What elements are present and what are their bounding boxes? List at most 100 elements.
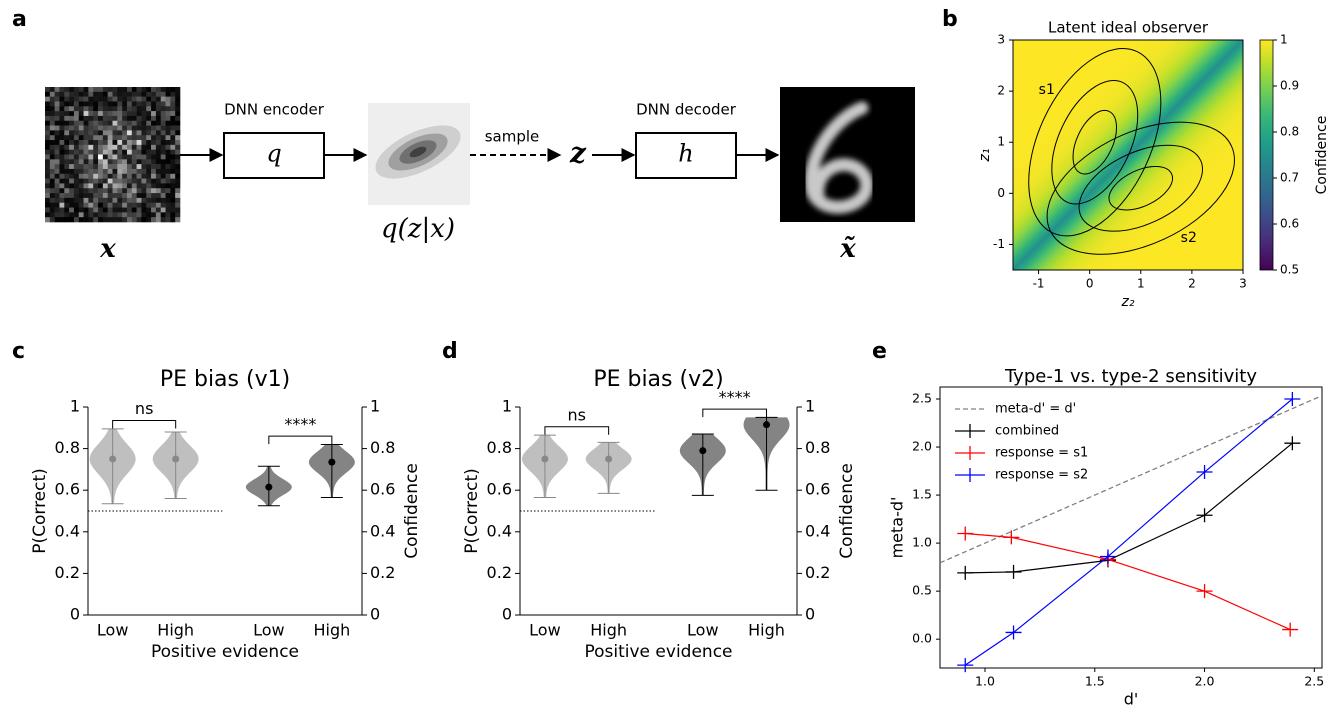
- output-label: x̃: [839, 234, 856, 264]
- y-tick-label: 0.4: [487, 521, 512, 540]
- decoder-label: DNN decoder: [636, 101, 737, 119]
- y2-tick-label: 1: [370, 397, 380, 416]
- y-tick-label: 1.0: [912, 535, 932, 550]
- y-tick-label: 0.6: [55, 480, 80, 499]
- x-tick-label: High: [590, 621, 627, 640]
- plot-area: [939, 392, 1323, 673]
- y-tick-label: 0.8: [487, 438, 512, 457]
- y2-tick-label: 0.4: [370, 521, 395, 540]
- posterior-label: q(z|x): [381, 214, 455, 244]
- x-axis-label: z₂: [1121, 294, 1135, 310]
- significance-bracket: [268, 435, 333, 445]
- marker: [1005, 625, 1022, 640]
- plot-frame: [939, 386, 1323, 669]
- y-tick-label: 0: [70, 605, 80, 624]
- colorbar-label: Confidence: [1314, 116, 1330, 195]
- significance-label: ns: [568, 405, 586, 424]
- mean-dot: [328, 458, 336, 466]
- decoder-symbol: h: [678, 140, 693, 168]
- y-axis-label: meta-d': [888, 497, 907, 559]
- panel-label: d: [442, 339, 458, 364]
- panel-label: c: [12, 339, 25, 364]
- chart-title: PE bias (v2): [593, 367, 723, 392]
- x-tick-label: 1: [1137, 277, 1145, 291]
- line: [965, 442, 1293, 574]
- x-tick-label: High: [748, 621, 785, 640]
- x-tick-label: 2.5: [1304, 674, 1324, 689]
- colorbar-tick-label: 0.5: [1280, 263, 1299, 277]
- contour: [1078, 144, 1203, 232]
- y-tick-label: 2.0: [912, 439, 932, 454]
- posterior-image: [368, 103, 470, 205]
- contour: [1051, 80, 1139, 205]
- significance-label: ****: [719, 388, 751, 407]
- legend-label: response = s2: [995, 468, 1088, 483]
- significance-label: ****: [284, 415, 316, 434]
- significance-label: ns: [135, 399, 153, 418]
- y2-axis-label: Confidence: [837, 463, 857, 559]
- x-tick-label: High: [313, 621, 350, 640]
- y-tick-label: 0.8: [55, 438, 80, 457]
- marker: [1284, 436, 1301, 451]
- x-axis-label: Positive evidence: [151, 642, 299, 662]
- mean-dot: [763, 421, 771, 429]
- plot-frame: [1012, 39, 1244, 271]
- mean-dot: [172, 455, 180, 463]
- significance-bracket: [544, 426, 610, 435]
- x-tick-label: Low: [253, 621, 285, 640]
- contour: [1028, 48, 1162, 237]
- x-tick-label: 0: [1086, 277, 1094, 291]
- y2-tick-label: 0: [805, 605, 815, 624]
- reconstruction-image: [780, 87, 915, 222]
- colorbar-tick-label: 1: [1280, 33, 1288, 47]
- x-axis-label: d': [1124, 690, 1139, 709]
- x-tick-label: 2: [1188, 277, 1196, 291]
- y2-tick-label: 1: [805, 397, 815, 416]
- decoder-box: [635, 132, 737, 179]
- marker: [957, 526, 974, 541]
- y2-axis-label: Confidence: [402, 463, 422, 559]
- y2-tick-label: 0.8: [370, 438, 395, 457]
- y-tick-label: 2: [997, 84, 1005, 98]
- marker: [1099, 549, 1116, 564]
- x-tick-label: -1: [1033, 277, 1045, 291]
- mean-dot: [699, 447, 707, 455]
- y-tick-label: 0.2: [55, 563, 80, 582]
- mean-dot: [265, 483, 273, 491]
- marker: [957, 565, 974, 580]
- encoder-label: DNN encoder: [224, 101, 325, 119]
- marker: [1003, 530, 1020, 545]
- mean-dot: [541, 455, 549, 463]
- encoder-symbol: q: [266, 140, 281, 168]
- y2-tick-label: 0.6: [370, 480, 395, 499]
- line: [939, 395, 1323, 564]
- y-tick-label: -1: [993, 237, 1005, 251]
- significance-bracket: [702, 408, 768, 418]
- chart-title: Type-1 vs. type-2 sensitivity: [1004, 366, 1257, 387]
- y2-tick-label: 0.8: [805, 438, 830, 457]
- marker: [1284, 392, 1301, 407]
- colorbar-tick-label: 0.6: [1280, 217, 1299, 231]
- colorbar: [1259, 39, 1274, 271]
- marker: [1196, 508, 1213, 523]
- y-tick-label: 1.5: [912, 487, 932, 502]
- contour-label: s1: [1039, 82, 1055, 98]
- y2-tick-label: 0: [370, 605, 380, 624]
- marker: [957, 658, 974, 673]
- latent-label: z: [569, 137, 587, 170]
- colorbar-tick-label: 0.7: [1280, 171, 1299, 185]
- panel-label: b: [942, 7, 958, 32]
- x-tick-label: Low: [529, 621, 561, 640]
- y-tick-label: 0.4: [55, 521, 80, 540]
- contour: [1046, 121, 1235, 255]
- x-tick-label: 2.0: [1195, 674, 1215, 689]
- noisy-input-image: [45, 87, 181, 223]
- contour: [1108, 165, 1174, 211]
- significance-bracket: [112, 420, 177, 429]
- marker: [1196, 465, 1213, 480]
- line: [964, 398, 1293, 666]
- x-tick-label: 1.5: [1085, 674, 1105, 689]
- legend-label: response = s1: [995, 446, 1088, 461]
- marker: [1282, 622, 1299, 637]
